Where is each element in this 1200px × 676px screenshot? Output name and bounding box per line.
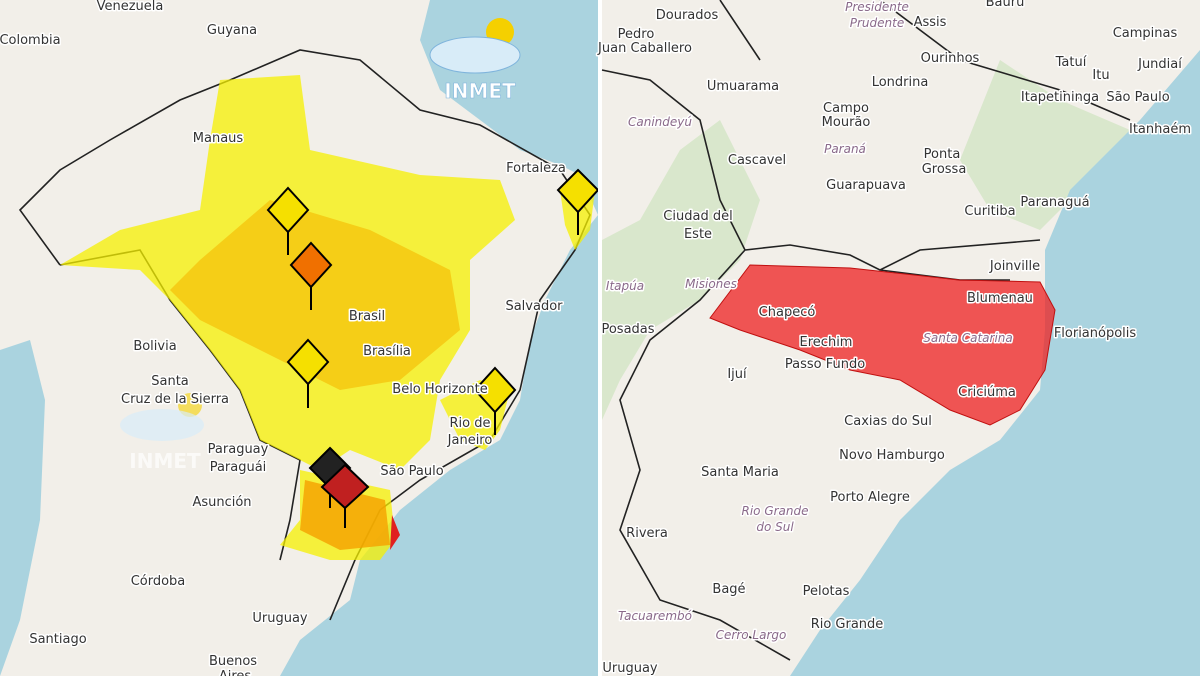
place-label: Blumenau — [967, 291, 1033, 306]
place-label: Bolivia — [133, 339, 176, 354]
place-label: Presidente — [845, 0, 909, 14]
place-label: Brasil — [349, 309, 385, 324]
forest — [960, 60, 1130, 230]
place-label: Prudente — [850, 16, 904, 30]
place-label: Bauru — [986, 0, 1025, 10]
place-label: Itapetininga — [1021, 90, 1099, 105]
divider — [598, 0, 602, 676]
ocean — [280, 0, 598, 676]
place-label: Campinas — [1113, 26, 1178, 41]
place-label: Rio Grande — [811, 617, 884, 632]
red-alert — [709, 264, 1056, 426]
place-label: Ourinhos — [921, 51, 980, 66]
place-label: Asunción — [192, 495, 251, 510]
place-label: Dourados — [656, 8, 719, 23]
place-label: Erechim — [800, 335, 853, 350]
place-label: Joinville — [989, 259, 1040, 274]
place-label: Santiago — [29, 632, 86, 647]
place-label: Este — [684, 227, 712, 242]
labels: Venezuela Guyana Colombia Manaus Fortaleza Sa… — [0, 0, 567, 676]
place-label: Ponta — [924, 147, 961, 162]
labels: Dourados Presidente Prudente Assis Bauru Camp… — [596, 0, 1193, 676]
place-label: Rivera — [626, 526, 668, 541]
ocean — [790, 50, 1200, 676]
place-label: Ciudad del — [663, 209, 732, 224]
place-label: Córdoba — [131, 574, 186, 589]
place-label: Guarapuava — [826, 178, 906, 193]
place-label: Paranaguá — [1020, 195, 1089, 210]
place-label: Manaus — [193, 131, 244, 146]
place-label: Porto Alegre — [830, 490, 910, 505]
place-label: do Sul — [756, 520, 794, 534]
place-label: Itu — [1092, 68, 1109, 83]
place-label: Buenos — [209, 654, 257, 669]
logo-text: INMET — [444, 79, 516, 103]
place-label: Posadas — [601, 322, 654, 337]
place-label: Cascavel — [728, 153, 786, 168]
logo-text: INMET — [129, 449, 201, 473]
place-label: Florianópolis — [1054, 326, 1137, 341]
place-label: Fortaleza — [506, 161, 566, 176]
place-label: Grossa — [922, 162, 967, 177]
place-label: Chapecó — [759, 305, 816, 320]
place-label: Santa Maria — [701, 465, 779, 480]
place-label: Umuarama — [707, 79, 779, 94]
place-label: Cruz de la Sierra — [121, 392, 229, 407]
place-label: Caxias do Sul — [844, 414, 932, 429]
place-label: Passo Fundo — [785, 357, 865, 372]
place-label: Belo Horizonte — [392, 382, 487, 397]
place-label: Brasília — [363, 344, 411, 359]
place-label: Juan Caballero — [597, 41, 692, 56]
place-label: Tacuarembó — [618, 609, 692, 623]
orange-alert — [170, 200, 460, 390]
red-alert — [390, 515, 400, 550]
place-label: Santa — [151, 374, 189, 389]
place-label: Pedro — [618, 27, 655, 42]
place-label: Assis — [914, 15, 947, 30]
place-label: Curitiba — [964, 204, 1015, 219]
place-label: Novo Hamburgo — [839, 448, 945, 463]
place-label: Pelotas — [803, 584, 850, 599]
warning-icons — [266, 168, 600, 528]
place-label: Janeiro — [447, 433, 493, 448]
place-label: Aires — [219, 669, 252, 676]
place-label: Criciúma — [958, 385, 1016, 400]
place-label: Jundiaí — [1137, 57, 1182, 72]
place-label: Paraná — [824, 142, 866, 156]
place-label: Salvador — [505, 299, 563, 314]
place-label: Itanhaém — [1129, 122, 1191, 137]
place-label: Venezuela — [97, 0, 164, 14]
place-label: Uruguay — [252, 611, 308, 626]
country-border — [18, 49, 591, 621]
ocean — [0, 340, 45, 676]
right-map: Dourados Presidente Prudente Assis Bauru Camp… — [596, 0, 1200, 676]
place-label: Guyana — [207, 23, 257, 38]
left-map: INMET INMET Venezuela Guyana Colombia Manau… — [0, 0, 600, 676]
place-label: Tatuí — [1055, 55, 1087, 70]
place-label: Bagé — [712, 582, 745, 597]
place-label: Campo — [823, 101, 869, 116]
place-label: Ijuí — [727, 367, 747, 382]
place-label: Uruguay — [602, 661, 658, 676]
place-label: Santa Catarina — [923, 331, 1012, 345]
place-label: Cerro Largo — [716, 628, 787, 642]
place-label: Rio Grande — [741, 504, 808, 518]
place-label: Mourão — [822, 115, 871, 130]
place-label: Rio de — [450, 416, 491, 431]
forest — [602, 120, 760, 420]
place-label: Canindeyú — [628, 115, 692, 129]
inmet-logo: INMET INMET — [120, 18, 521, 473]
place-label: Misiones — [685, 277, 737, 291]
place-label: Itapúa — [606, 279, 644, 293]
place-label: Paraguay — [208, 442, 269, 457]
place-label: São Paulo — [380, 464, 443, 479]
place-label: São Paulo — [1106, 90, 1169, 105]
place-label: Paraguái — [210, 460, 267, 475]
place-label: Colombia — [0, 33, 61, 48]
place-label: Londrina — [872, 75, 929, 90]
